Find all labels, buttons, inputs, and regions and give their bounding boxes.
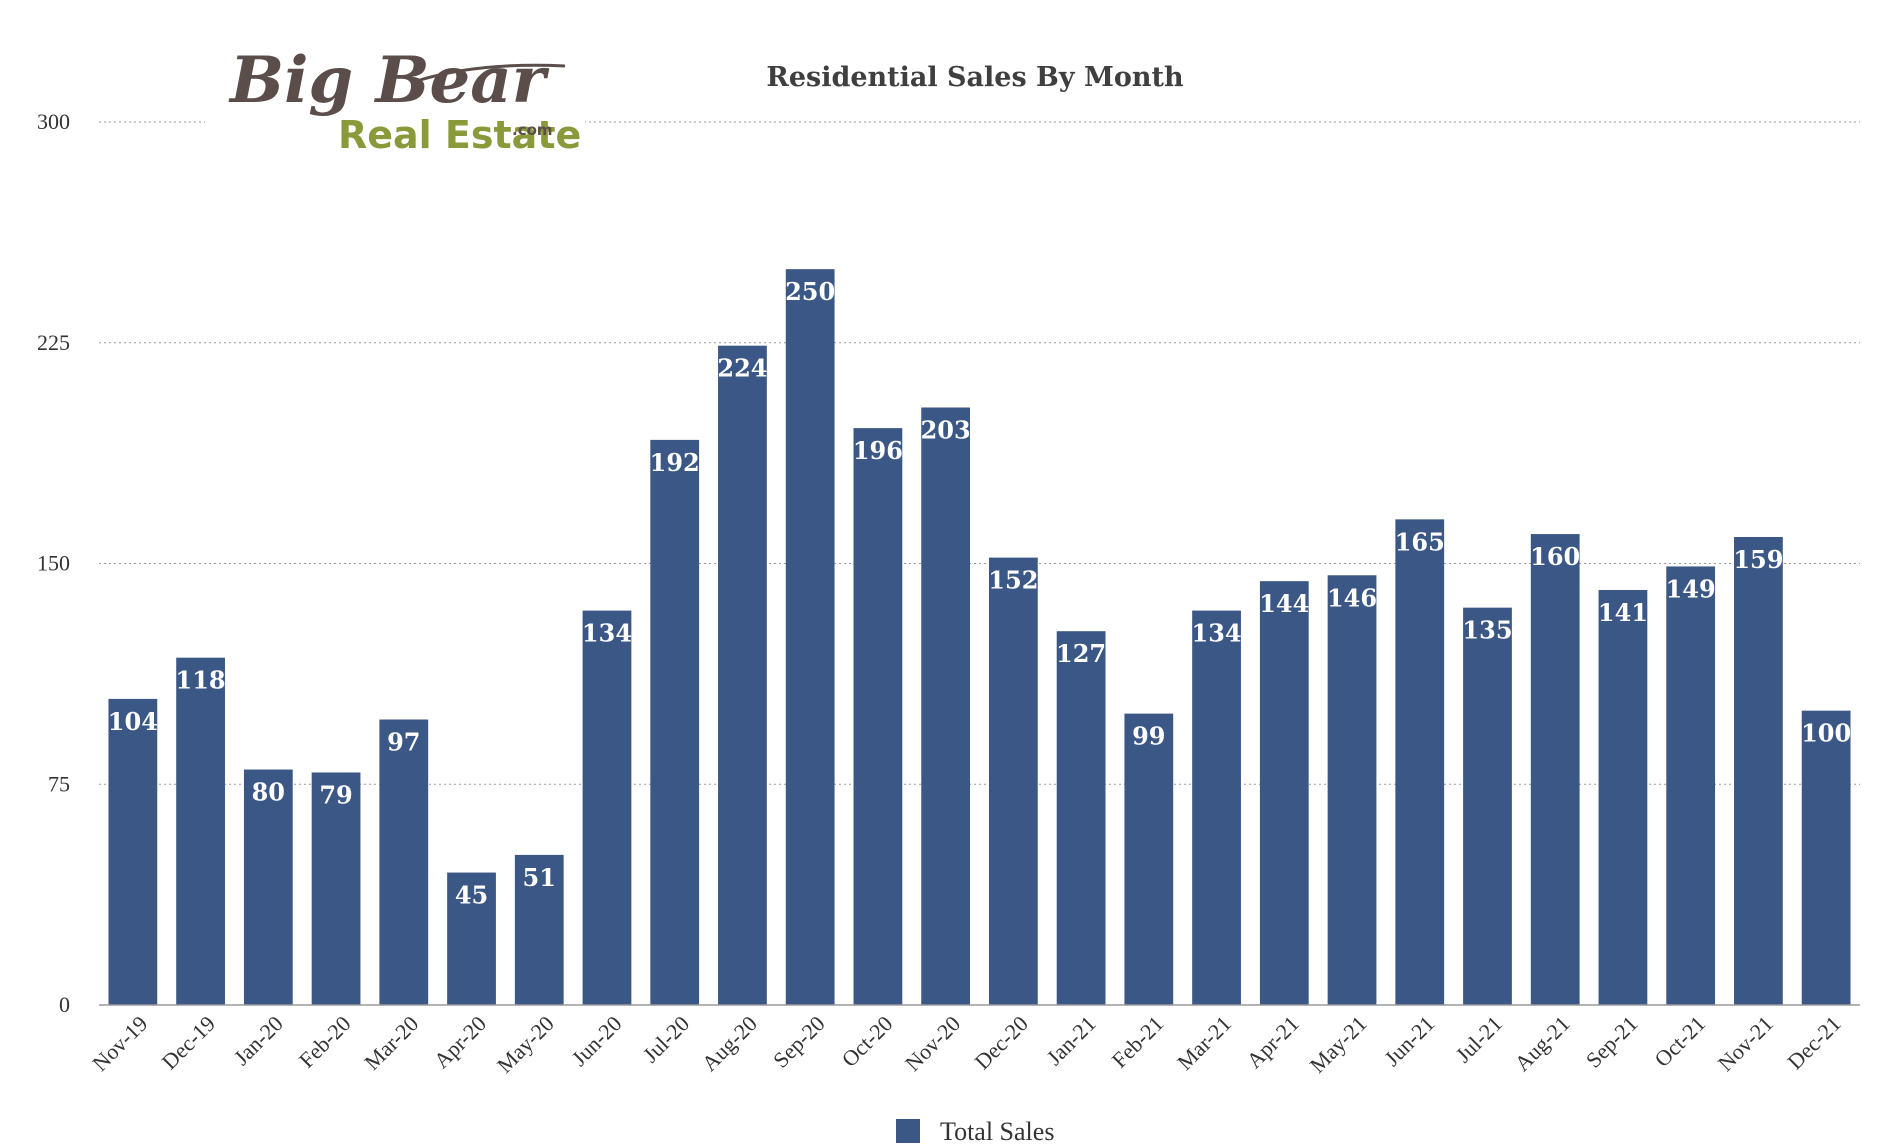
data-label: 146 xyxy=(1327,583,1377,612)
data-label: 100 xyxy=(1801,719,1851,748)
x-tick-label: Dec-20 xyxy=(969,1011,1032,1074)
bars xyxy=(108,269,1851,1006)
x-tick-label: Apr-21 xyxy=(1242,1011,1304,1073)
logo-suffix: .com xyxy=(512,121,553,139)
data-label: 250 xyxy=(785,277,835,306)
data-label: 79 xyxy=(319,780,352,809)
y-tick-label: 150 xyxy=(37,551,70,576)
bar xyxy=(108,698,158,1005)
data-label: 144 xyxy=(1259,589,1309,618)
bar xyxy=(243,769,293,1005)
data-label: 80 xyxy=(252,778,285,807)
bar xyxy=(379,719,429,1005)
y-axis-ticks: 0 75 150 225 300 xyxy=(37,109,70,1017)
data-label: 135 xyxy=(1462,616,1512,645)
y-tick-label: 300 xyxy=(37,109,70,134)
data-label: 149 xyxy=(1666,574,1716,603)
x-tick-label: Oct-20 xyxy=(837,1011,898,1072)
x-tick-label: Jan-20 xyxy=(229,1011,288,1070)
data-label: 224 xyxy=(717,354,767,383)
data-label: 196 xyxy=(853,436,903,465)
data-label: 134 xyxy=(1192,619,1242,648)
legend-label: Total Sales xyxy=(940,1117,1054,1146)
x-tick-label: May-21 xyxy=(1305,1011,1372,1078)
data-label: 203 xyxy=(921,416,971,445)
bar xyxy=(1395,519,1445,1005)
logo-line1: Big Bear xyxy=(228,43,550,118)
bar xyxy=(514,854,564,1005)
bar xyxy=(582,610,632,1005)
x-tick-label: Aug-21 xyxy=(1510,1011,1575,1076)
x-tick-label: Jun-21 xyxy=(1379,1011,1439,1071)
data-label: 160 xyxy=(1530,542,1580,571)
data-labels: 104 118 80 79 97 45 51 134 192 224 250 196 203 152 127… xyxy=(108,277,1851,909)
grid-lines xyxy=(99,121,1860,785)
x-tick-label: Feb-21 xyxy=(1107,1011,1169,1073)
x-tick-label: Nov-20 xyxy=(900,1011,965,1076)
x-tick-label: May-20 xyxy=(492,1011,559,1078)
bar xyxy=(176,657,225,1005)
x-tick-label: Feb-20 xyxy=(294,1011,356,1073)
x-tick-label: Sep-21 xyxy=(1581,1011,1643,1073)
bar xyxy=(1192,610,1241,1005)
x-tick-label: Nov-21 xyxy=(1713,1011,1778,1076)
data-label: 127 xyxy=(1056,639,1106,668)
bar xyxy=(718,345,767,1005)
data-label: 192 xyxy=(650,448,700,477)
bar xyxy=(1056,631,1106,1005)
data-label: 134 xyxy=(582,619,632,648)
bar xyxy=(1530,534,1580,1005)
data-label: 152 xyxy=(988,566,1038,595)
data-label: 45 xyxy=(455,881,488,910)
x-tick-label: Mar-20 xyxy=(359,1011,423,1075)
bar xyxy=(1801,710,1851,1005)
x-tick-label: Mar-21 xyxy=(1172,1011,1236,1075)
x-tick-label: Aug-20 xyxy=(697,1011,762,1076)
chart-title: Residential Sales By Month xyxy=(766,62,1184,93)
x-tick-label: Jun-20 xyxy=(566,1011,626,1071)
bar xyxy=(988,557,1038,1005)
x-tick-label: Jul-20 xyxy=(638,1011,695,1068)
legend: Total Sales xyxy=(896,1117,1054,1146)
x-tick-label: Oct-21 xyxy=(1649,1011,1710,1072)
bar xyxy=(785,269,835,1006)
x-tick-label: Dec-19 xyxy=(157,1011,220,1074)
data-label: 97 xyxy=(387,727,420,756)
y-tick-label: 0 xyxy=(59,992,70,1017)
bar xyxy=(1734,537,1783,1005)
bar xyxy=(1598,589,1648,1005)
logo-line2: Real Estate xyxy=(338,113,581,157)
bar xyxy=(853,428,903,1005)
bar xyxy=(1666,566,1716,1005)
x-axis-ticks: Nov-19 Dec-19 Jan-20 Feb-20 Mar-20 Apr-20 May-… xyxy=(87,1011,1845,1078)
legend-swatch xyxy=(896,1119,920,1143)
x-tick-label: Nov-19 xyxy=(87,1011,152,1076)
bar xyxy=(1259,581,1309,1005)
data-label: 51 xyxy=(523,863,556,892)
x-tick-label: Jan-21 xyxy=(1041,1011,1100,1070)
data-label: 165 xyxy=(1395,527,1445,556)
x-tick-label: Apr-20 xyxy=(429,1011,491,1073)
bar xyxy=(1124,713,1174,1005)
data-label: 118 xyxy=(176,666,226,695)
x-tick-label: Jul-21 xyxy=(1450,1011,1507,1068)
bar xyxy=(1463,607,1512,1005)
data-label: 159 xyxy=(1733,545,1783,574)
bar xyxy=(447,872,496,1005)
y-tick-label: 75 xyxy=(48,771,70,796)
data-label: 99 xyxy=(1132,722,1165,751)
bar xyxy=(650,439,700,1005)
x-tick-label: Sep-20 xyxy=(768,1011,830,1073)
data-label: 104 xyxy=(108,707,158,736)
data-label: 141 xyxy=(1598,598,1648,627)
x-tick-label: Dec-21 xyxy=(1782,1011,1845,1074)
bar xyxy=(1327,575,1377,1005)
y-tick-label: 225 xyxy=(37,330,70,355)
company-logo: Big Bear Real Estate .com xyxy=(205,38,585,160)
bar xyxy=(311,772,361,1005)
bar xyxy=(921,407,971,1006)
